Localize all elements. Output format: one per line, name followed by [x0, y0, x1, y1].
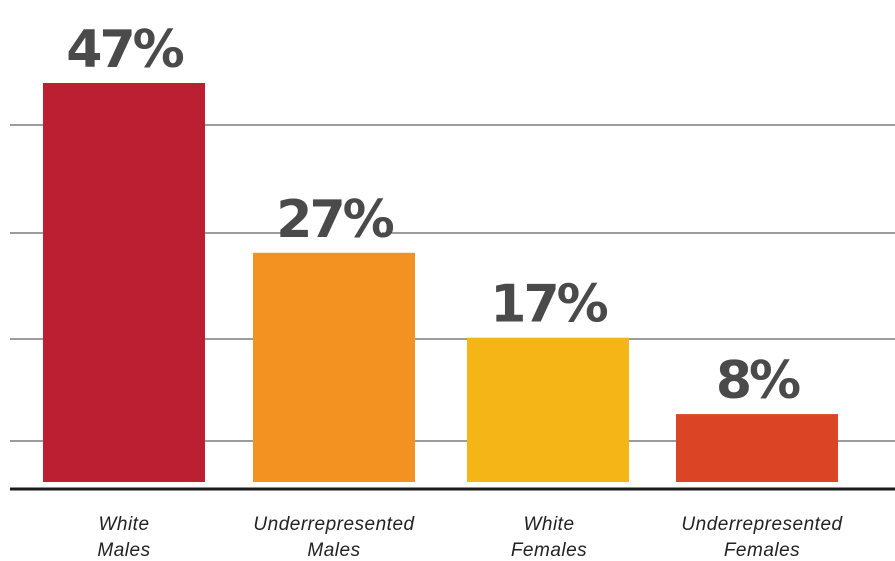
value-label-background [500, 277, 596, 330]
category-labels: White Males Underrepresented Males White Fema… [97, 514, 843, 561]
bar [467, 337, 629, 482]
value-label: 8% [716, 351, 800, 411]
bar [43, 83, 205, 482]
value-label: 27% [276, 190, 393, 250]
bars [43, 83, 838, 482]
category-label: White Males [97, 514, 150, 561]
value-label: 47% [66, 20, 183, 80]
value-label-background [723, 354, 791, 407]
category-label: Underrepresented Females [681, 514, 843, 561]
value-label-background [286, 192, 382, 245]
value-label-background [76, 23, 172, 75]
value-labels: 47% 27% 17% 8% [66, 20, 803, 411]
category-label: Underrepresented Males [253, 514, 415, 561]
value-label: 17% [490, 275, 607, 335]
category-label: White Females [511, 514, 587, 561]
bar [676, 414, 838, 482]
bar [253, 252, 415, 482]
